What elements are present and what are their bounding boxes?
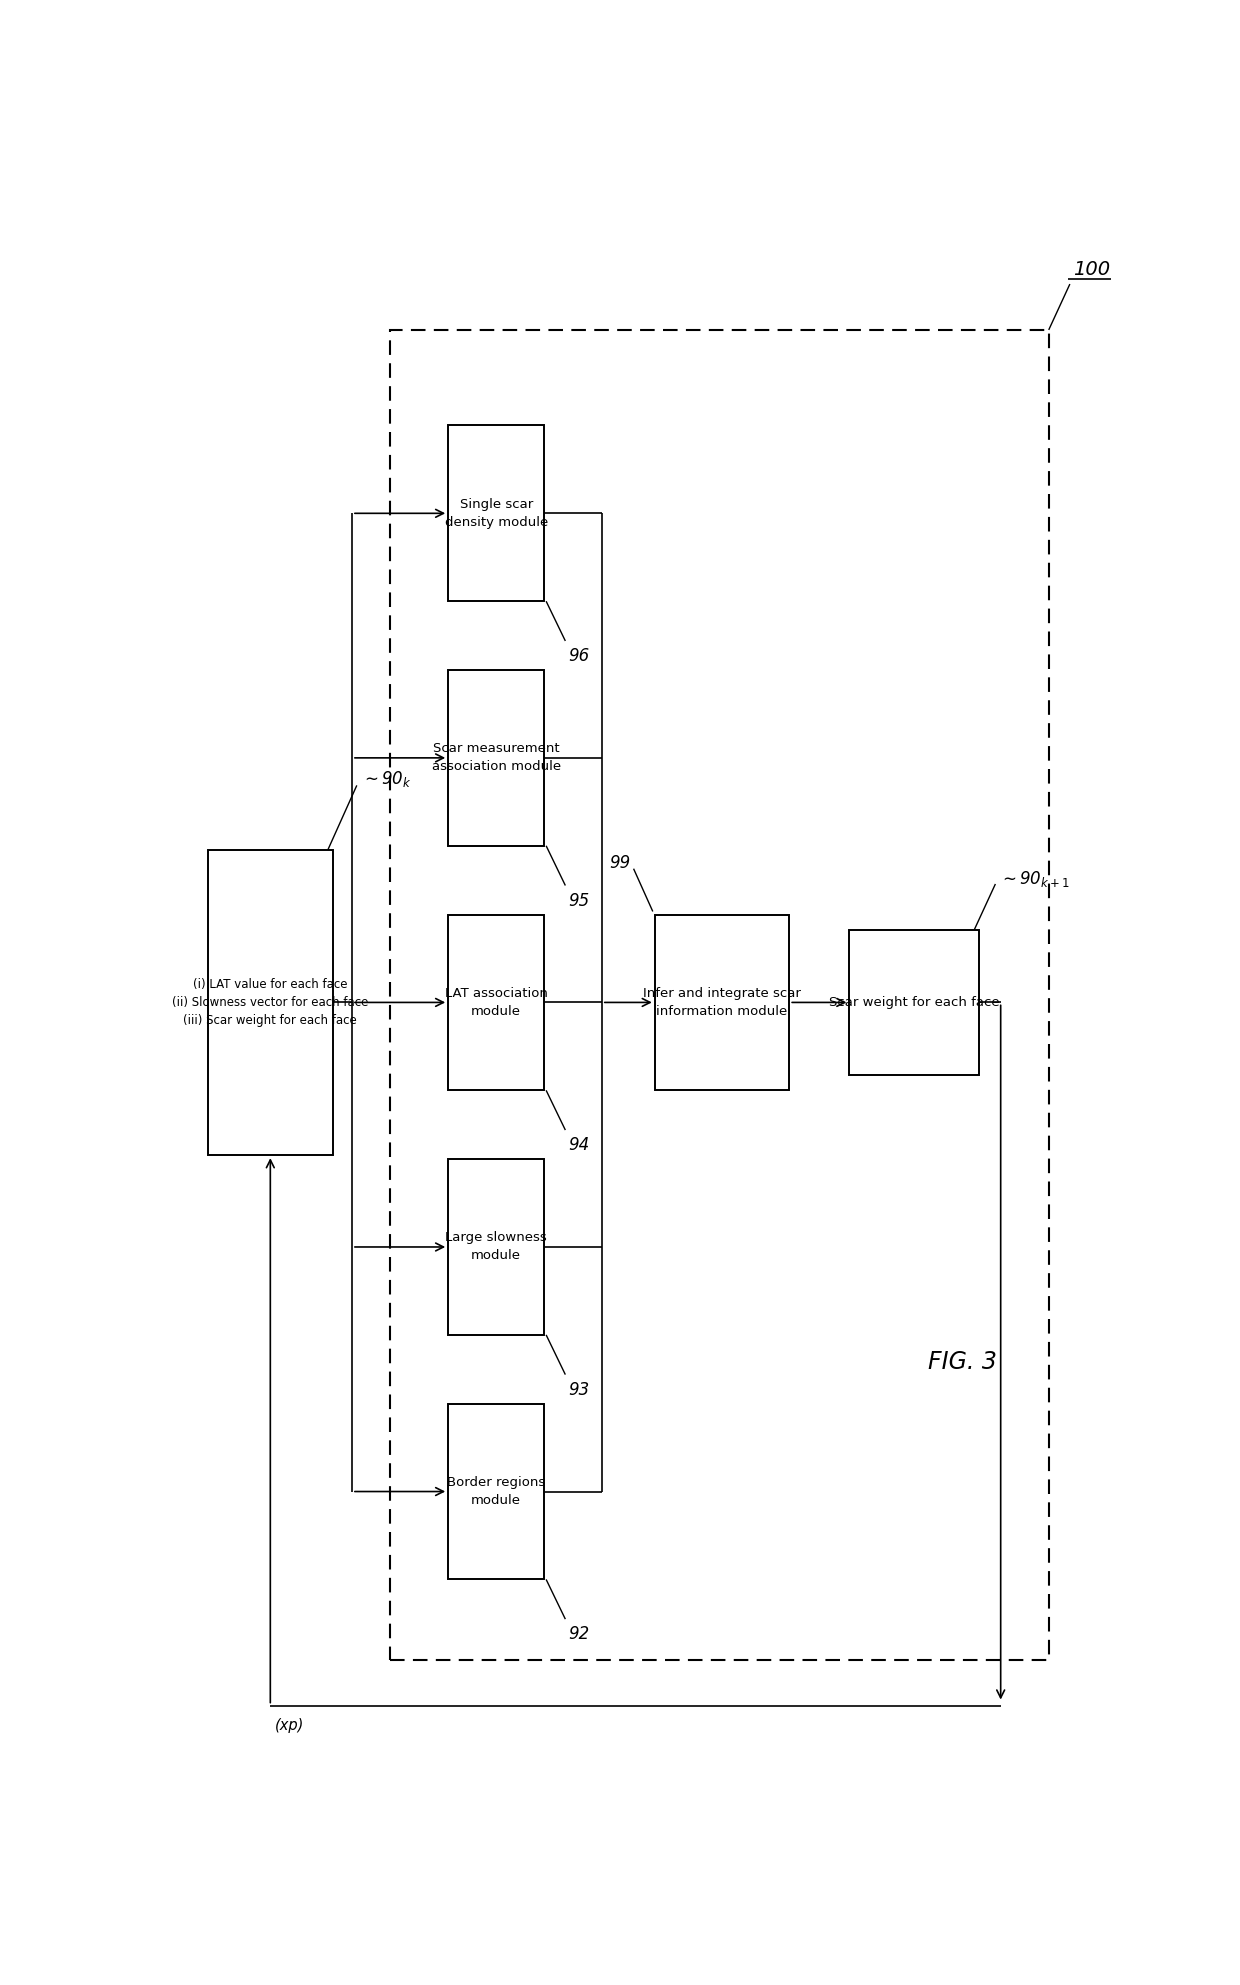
Text: 100: 100 — [1073, 260, 1110, 280]
Bar — [448, 1159, 544, 1334]
Text: 94: 94 — [568, 1135, 589, 1153]
Text: $\sim$90$_{k}$: $\sim$90$_{k}$ — [361, 770, 412, 790]
Bar — [448, 671, 544, 846]
Bar — [448, 425, 544, 601]
Text: FIG. 3: FIG. 3 — [928, 1350, 997, 1374]
Text: $\sim$90$_{k+1}$: $\sim$90$_{k+1}$ — [999, 869, 1070, 889]
Text: 96: 96 — [568, 647, 589, 665]
Text: 99: 99 — [609, 854, 631, 871]
Text: Large slowness
module: Large slowness module — [445, 1231, 547, 1262]
Text: 92: 92 — [568, 1626, 589, 1644]
Text: 95: 95 — [568, 891, 589, 909]
Text: (xp): (xp) — [275, 1717, 305, 1733]
Bar — [208, 850, 332, 1155]
Bar — [448, 915, 544, 1090]
Text: Border regions
module: Border regions module — [448, 1477, 546, 1507]
Text: Infer and integrate scar
information module: Infer and integrate scar information mod… — [644, 987, 801, 1018]
Text: Scar measurement
association module: Scar measurement association module — [432, 742, 560, 774]
Text: (i) LAT value for each face
(ii) Slowness vector for each face
(iii) Scar weight: (i) LAT value for each face (ii) Slownes… — [172, 979, 368, 1026]
Bar — [655, 915, 789, 1090]
Text: Single scar
density module: Single scar density module — [444, 498, 548, 528]
Text: 93: 93 — [568, 1382, 589, 1399]
Bar — [849, 929, 980, 1076]
Text: Scar weight for each face: Scar weight for each face — [828, 996, 999, 1008]
Text: LAT association
module: LAT association module — [445, 987, 548, 1018]
Bar — [448, 1403, 544, 1580]
